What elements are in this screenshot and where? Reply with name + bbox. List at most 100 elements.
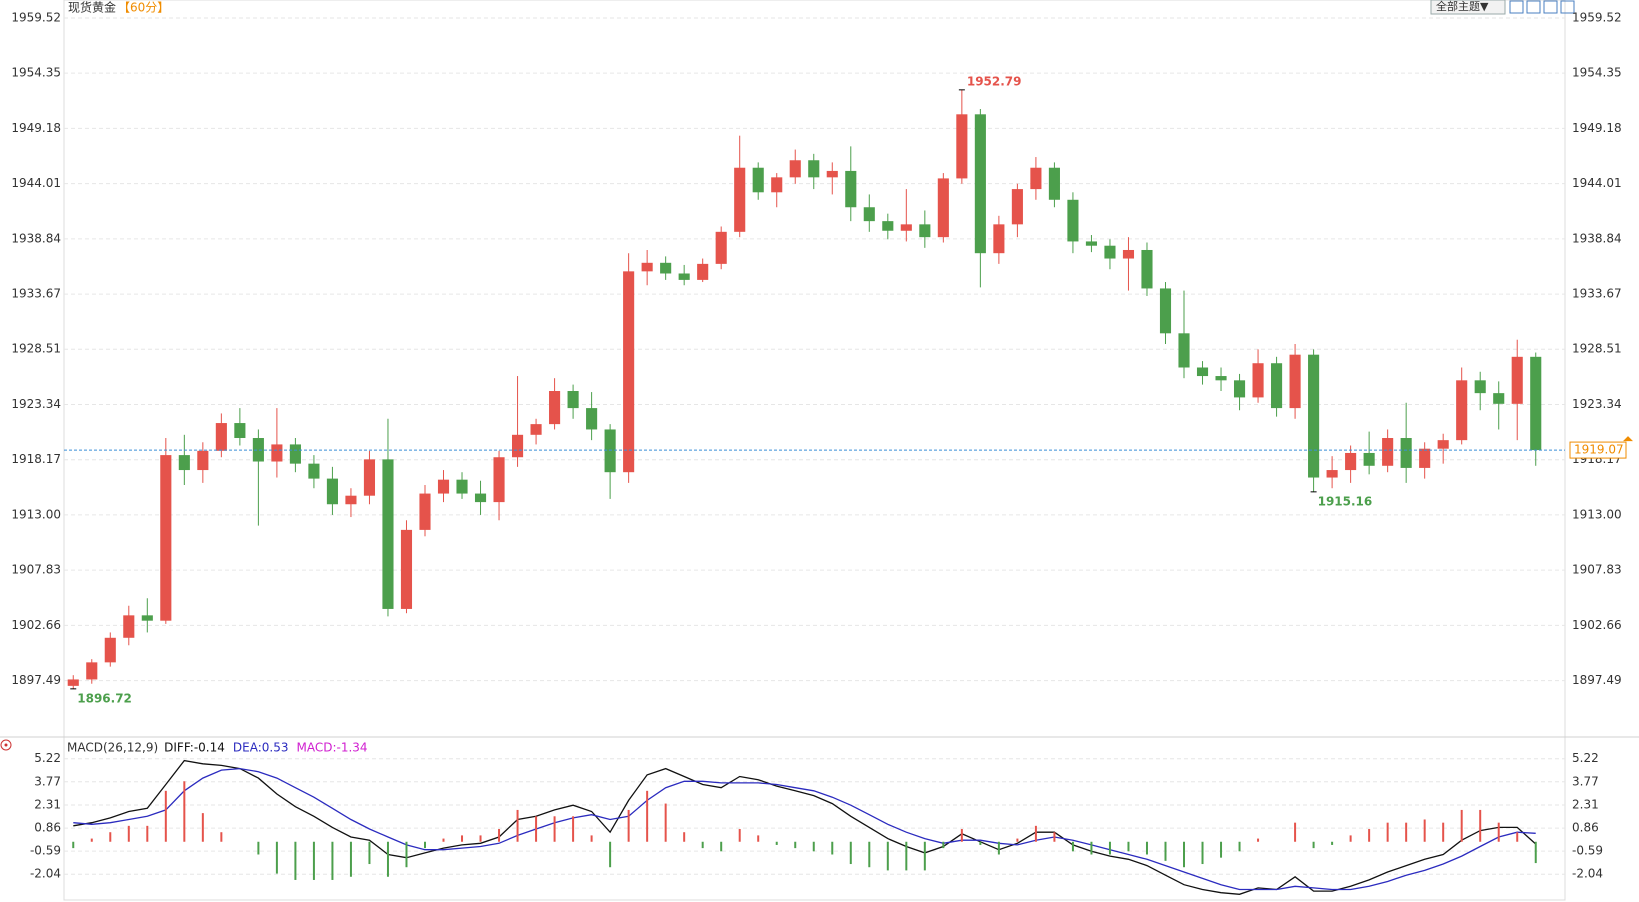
toolbar-icons[interactable]: [1509, 0, 1575, 14]
menu-button[interactable]: [1430, 0, 1506, 15]
low-label: 1915.16: [1318, 494, 1373, 508]
candle-body: [289, 444, 301, 464]
candle-body: [882, 221, 894, 231]
candle-body: [900, 224, 912, 231]
candle-body: [1159, 288, 1172, 334]
y-tick-label: 1913.00: [11, 507, 61, 521]
candle-body: [1382, 438, 1394, 466]
candle-body: [234, 423, 246, 439]
candle-body: [1400, 438, 1412, 468]
y2-tick-label: 1959.52: [1572, 10, 1622, 24]
candle-body: [252, 438, 264, 462]
y2-tick-label: 1907.83: [1572, 563, 1622, 577]
candle-body: [1474, 380, 1486, 394]
candle-body: [1011, 189, 1023, 225]
y-tick-label: 1933.67: [11, 287, 61, 301]
candle-body: [919, 224, 931, 238]
y2-tick-label: 3.77: [1572, 774, 1599, 788]
candle-body: [1141, 249, 1153, 289]
candle-body: [974, 114, 986, 254]
candle-body: [1178, 333, 1190, 368]
candle-body: [474, 493, 487, 503]
y-tick-label: 1928.51: [11, 342, 61, 356]
candle-body: [789, 160, 801, 178]
macd-line: [73, 759, 1537, 895]
y2-tick-label: 2.31: [1572, 797, 1599, 811]
candle-body: [1437, 440, 1449, 449]
candle-body: [1048, 167, 1060, 200]
candle-body: [1345, 452, 1357, 471]
menu-label[interactable]: 全部主题▼: [1436, 0, 1489, 13]
candle-body: [400, 529, 413, 609]
candle-body: [1326, 470, 1338, 478]
y-tick-label: 3.77: [34, 774, 61, 788]
y-tick-label: 1938.84: [11, 231, 61, 245]
y2-tick-label: 1913.00: [1572, 507, 1622, 521]
candle-body: [456, 479, 468, 494]
macd-icon[interactable]: [0, 739, 12, 751]
candle-body: [697, 263, 709, 280]
chart-title: 现货黄金: [68, 0, 116, 15]
candle-body: [678, 273, 690, 280]
y2-tick-label: 1897.49: [1572, 673, 1622, 687]
y2-tick-label: 1928.51: [1572, 342, 1622, 356]
y-tick-label: 1959.52: [11, 10, 61, 24]
candle-body: [1530, 356, 1542, 451]
y2-tick-label: -0.59: [1572, 844, 1603, 858]
candle-body: [1493, 393, 1505, 404]
candle-body: [567, 391, 579, 409]
candle-body: [752, 167, 764, 193]
candle-body: [956, 114, 968, 179]
candle-body: [1215, 376, 1227, 381]
candle-body: [104, 637, 116, 663]
candle-body: [993, 224, 1005, 254]
candle-body: [1252, 363, 1264, 398]
candle-body: [530, 424, 542, 435]
candle-body: [308, 463, 320, 479]
y2-tick-label: 1949.18: [1572, 121, 1622, 135]
candle-body: [345, 495, 357, 505]
candle-body: [1271, 363, 1283, 409]
y-tick-label: 1907.83: [11, 563, 61, 577]
candle-body: [382, 459, 394, 609]
y-tick-label: 0.86: [34, 821, 61, 835]
candle-body: [1419, 448, 1431, 468]
y-tick-label: 1954.35: [11, 66, 61, 80]
candle-body: [1085, 241, 1097, 246]
y-tick-label: 1918.17: [11, 452, 61, 466]
candle-body: [1067, 199, 1079, 242]
legend-entry: DEA:0.53: [233, 741, 289, 755]
y2-tick-label: 0.86: [1572, 821, 1599, 835]
candle-body: [586, 408, 598, 430]
y2-tick-label: 1933.67: [1572, 287, 1622, 301]
y-tick-label: 1902.66: [11, 618, 61, 632]
candle-body: [67, 679, 79, 686]
candle-body: [1233, 380, 1246, 398]
macd-title: MACD(26,12,9): [67, 741, 158, 755]
y-tick-label: 2.31: [34, 797, 61, 811]
chart-subtitle: 【60分】: [118, 1, 169, 15]
candle-body: [437, 479, 450, 494]
candle-body: [826, 170, 838, 178]
y2-tick-label: 1954.35: [1572, 66, 1622, 80]
candle-body: [1030, 167, 1042, 190]
low-label: 1896.72: [77, 691, 132, 705]
candle-body: [845, 170, 857, 208]
candle-body: [863, 207, 875, 222]
candle-body: [641, 262, 653, 272]
candle-body: [1122, 249, 1135, 259]
candle-body: [512, 434, 524, 458]
candle-body: [178, 455, 190, 471]
candle-body: [604, 429, 616, 473]
candle-body: [326, 478, 338, 505]
y2-tick-label: 1902.66: [1572, 618, 1622, 632]
candle-body: [493, 457, 505, 503]
y2-tick-label: -2.04: [1572, 867, 1603, 881]
candle-body: [715, 231, 727, 264]
candle-body: [771, 177, 783, 193]
last-price-label: 1919.07: [1574, 443, 1624, 457]
y-tick-label: -2.04: [30, 867, 61, 881]
y2-tick-label: 1944.01: [1572, 176, 1622, 190]
y-tick-label: -0.59: [30, 844, 61, 858]
